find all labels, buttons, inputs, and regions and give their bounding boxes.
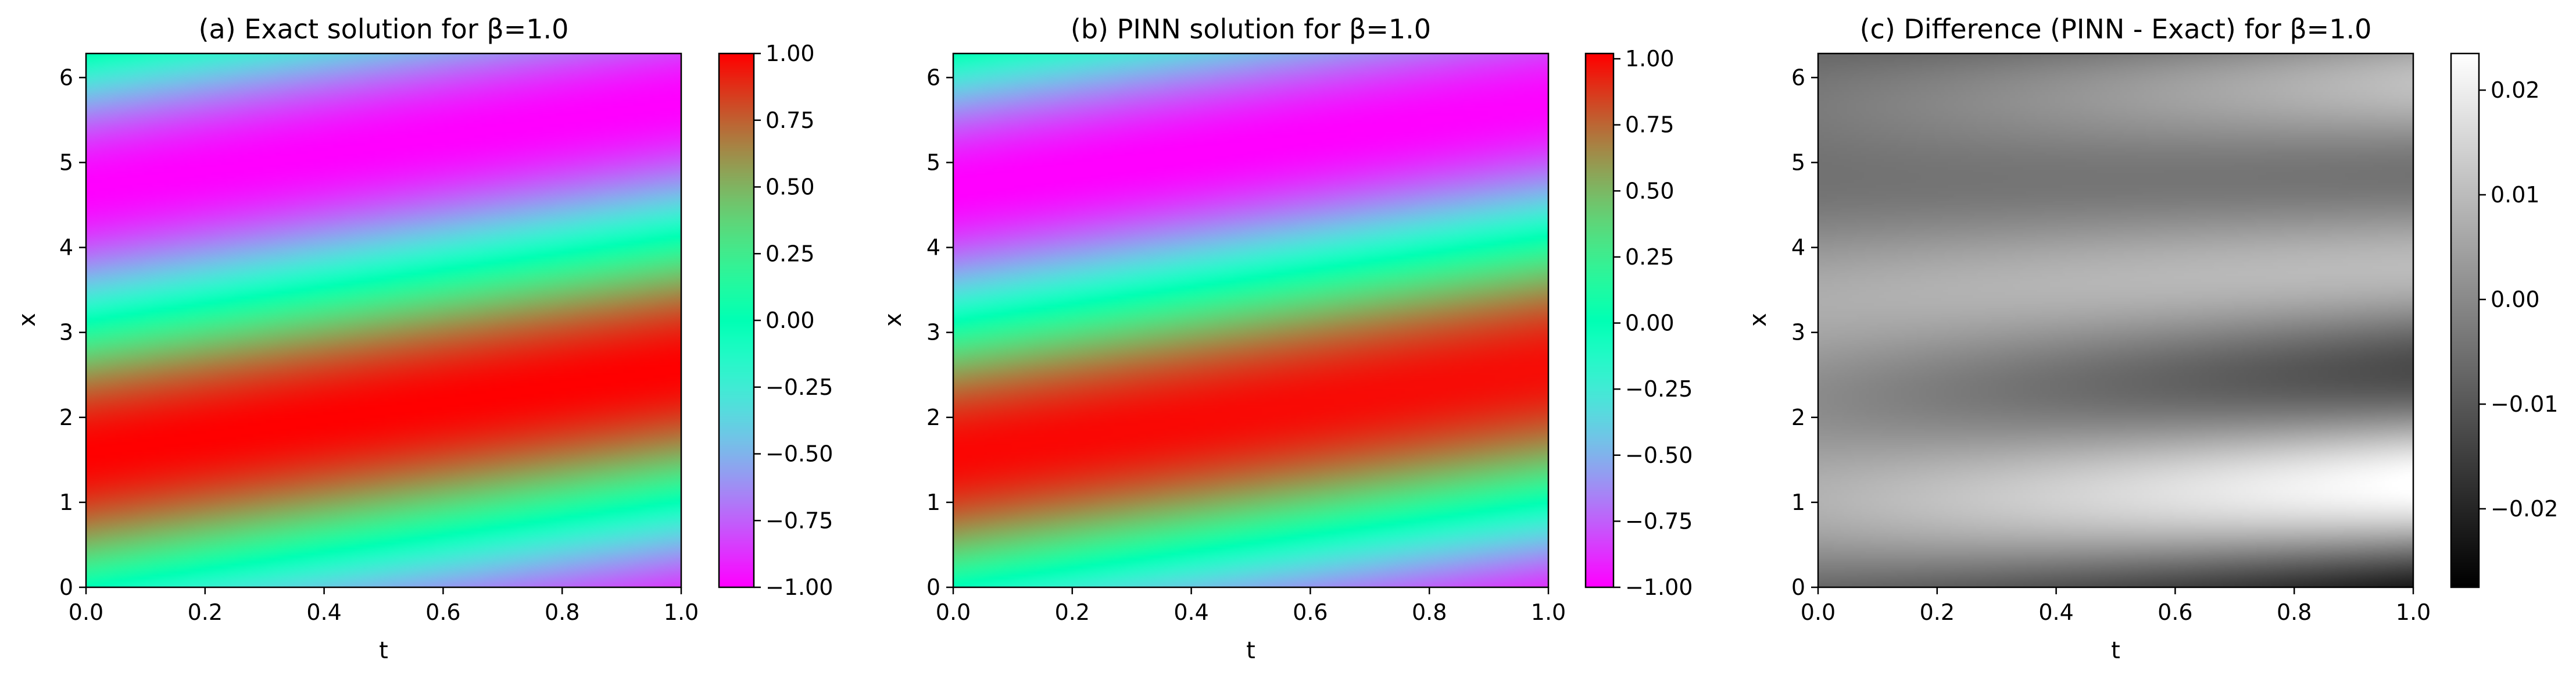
colorbar-tick-label: 0.25 <box>1625 244 1675 270</box>
panel-c-ylabel: x <box>1745 313 1772 327</box>
pc-colorbar-gradient <box>2451 53 2479 587</box>
colorbar-tick-label: −0.25 <box>765 374 833 400</box>
panel-b-xticks: 0.0 0.2 0.4 0.6 0.8 1.0 <box>936 587 1566 625</box>
panel-c-xlabel: t <box>2111 637 2120 664</box>
colorbar-tick-label: −0.50 <box>765 441 833 467</box>
ytick-label: 3 <box>926 320 940 345</box>
colorbar-tick-label: 0.00 <box>1625 311 1675 336</box>
panel-a: (a) Exact solution for β=1.0 t x 0.0 0.2 0… <box>14 13 833 664</box>
ytick-label: 2 <box>59 405 73 430</box>
pc-heatmap-image <box>1818 53 2413 587</box>
ytick-label: 1 <box>59 490 73 515</box>
panel-a-plot-area <box>85 52 682 588</box>
xtick-label: 0.0 <box>1801 600 1836 625</box>
colorbar-tick-label: −0.75 <box>765 508 833 533</box>
xtick-label: 0.6 <box>425 600 460 625</box>
panel-a-xlabel: t <box>379 637 388 664</box>
xtick-label: 0.8 <box>1412 600 1447 625</box>
panel-a-xticks: 0.0 0.2 0.4 0.6 0.8 1.0 <box>69 587 699 625</box>
xtick-label: 1.0 <box>664 600 699 625</box>
colorbar-tick-label: 0.02 <box>2491 77 2540 103</box>
colorbar-tick-label: 0.00 <box>765 308 815 333</box>
panel-b-yticks: 0 1 2 3 4 5 6 <box>926 65 953 600</box>
ytick-label: 5 <box>1791 149 1805 175</box>
panel-c-plot-area <box>1817 52 2414 588</box>
xtick-label: 0.6 <box>1293 600 1328 625</box>
xtick-label: 0.4 <box>306 600 341 625</box>
colorbar-tick-label: 0.00 <box>2491 287 2540 312</box>
ytick-label: 5 <box>59 149 73 175</box>
panel-a-title: (a) Exact solution for β=1.0 <box>199 13 569 45</box>
xtick-label: 1.0 <box>2396 600 2431 625</box>
ytick-label: 5 <box>926 149 940 175</box>
colorbar-tick-label: 0.50 <box>1625 178 1675 204</box>
xtick-label: 0.0 <box>69 600 103 625</box>
panel-c-title: (c) Difference (PINN - Exact) for β=1.0 <box>1860 13 2372 45</box>
panel-c: (c) Difference (PINN - Exact) for β=1.0 … <box>1745 13 2558 664</box>
xtick-label: 0.8 <box>2277 600 2312 625</box>
panel-b-ylabel: x <box>880 313 907 327</box>
ytick-label: 0 <box>1791 574 1805 600</box>
colorbar-tick-label: 1.00 <box>765 41 815 66</box>
xtick-label: 0.4 <box>2038 600 2073 625</box>
colorbar-tick-label: −0.50 <box>1625 443 1693 468</box>
ytick-label: 4 <box>59 235 73 261</box>
panel-b-colorbar: 1.00 0.75 0.50 0.25 0.00 −0.25 −0.50 −0.75 −1.00 <box>1584 46 1693 600</box>
colorbar-tick-label: 0.75 <box>1625 112 1675 138</box>
colorbar-tick-label: −0.01 <box>2491 391 2558 417</box>
pb-heatmap-image <box>953 53 1548 587</box>
pa-colorbar-gradient <box>719 53 754 587</box>
ytick-label: 0 <box>926 574 940 600</box>
colorbar-tick-label: −0.02 <box>2491 496 2558 522</box>
pc-frame <box>1817 52 2414 588</box>
colorbar-tick-label: 1.00 <box>1625 46 1675 72</box>
colorbar-tick-label: −1.00 <box>1625 574 1693 600</box>
xtick-label: 1.0 <box>1531 600 1566 625</box>
xtick-label: 0.2 <box>188 600 223 625</box>
ytick-label: 6 <box>59 65 73 90</box>
colorbar-tick-label: 0.50 <box>765 174 815 200</box>
pb-colorbar-frame <box>1584 52 1615 588</box>
ytick-label: 1 <box>1791 490 1805 515</box>
xtick-label: 0.2 <box>1920 600 1955 625</box>
ytick-label: 2 <box>1791 405 1805 430</box>
xtick-label: 0.4 <box>1173 600 1208 625</box>
panel-a-ylabel: x <box>14 313 41 327</box>
panel-b: (b) PINN solution for β=1.0 t x 0.0 0.2 0.… <box>880 13 1693 664</box>
pb-colorbar-gradient <box>1586 53 1613 587</box>
pc-colorbar-frame <box>2450 52 2480 588</box>
colorbar-tick-label: 0.01 <box>2491 182 2540 208</box>
ytick-label: 3 <box>59 320 73 345</box>
panel-b-title: (b) PINN solution for β=1.0 <box>1071 13 1431 45</box>
panel-c-colorbar: 0.02 0.01 0.00 −0.01 −0.02 <box>2450 52 2558 588</box>
ytick-label: 4 <box>1791 235 1805 261</box>
pb-frame <box>952 52 1550 588</box>
colorbar-tick-label: −0.75 <box>1625 508 1693 534</box>
panel-a-colorbar: 1.00 0.75 0.50 0.25 0.00 −0.25 −0.50 −0.75 −1.00 <box>718 41 833 600</box>
ytick-label: 2 <box>926 405 940 430</box>
ytick-label: 6 <box>926 65 940 90</box>
panel-c-yticks: 0 1 2 3 4 5 6 <box>1791 65 1818 600</box>
xtick-label: 0.2 <box>1055 600 1090 625</box>
pa-heatmap-image <box>86 53 681 587</box>
xtick-label: 0.6 <box>2158 600 2192 625</box>
xtick-label: 0.0 <box>936 600 971 625</box>
ytick-label: 4 <box>926 235 940 261</box>
colorbar-tick-label: 0.75 <box>765 108 815 133</box>
ytick-label: 0 <box>59 574 73 600</box>
ytick-label: 3 <box>1791 320 1805 345</box>
colorbar-tick-label: −1.00 <box>765 574 833 600</box>
xtick-label: 0.8 <box>545 600 579 625</box>
panel-b-plot-area <box>952 52 1550 588</box>
colorbar-tick-label: −0.25 <box>1625 376 1693 402</box>
panel-c-xticks: 0.0 0.2 0.4 0.6 0.8 1.0 <box>1801 587 2431 625</box>
colorbar-tick-label: 0.25 <box>765 241 815 266</box>
ytick-label: 6 <box>1791 65 1805 90</box>
ytick-label: 1 <box>926 490 940 515</box>
panel-b-xlabel: t <box>1246 637 1255 664</box>
panel-a-yticks: 0 1 2 3 4 5 6 <box>59 65 86 600</box>
pa-frame <box>85 52 682 588</box>
